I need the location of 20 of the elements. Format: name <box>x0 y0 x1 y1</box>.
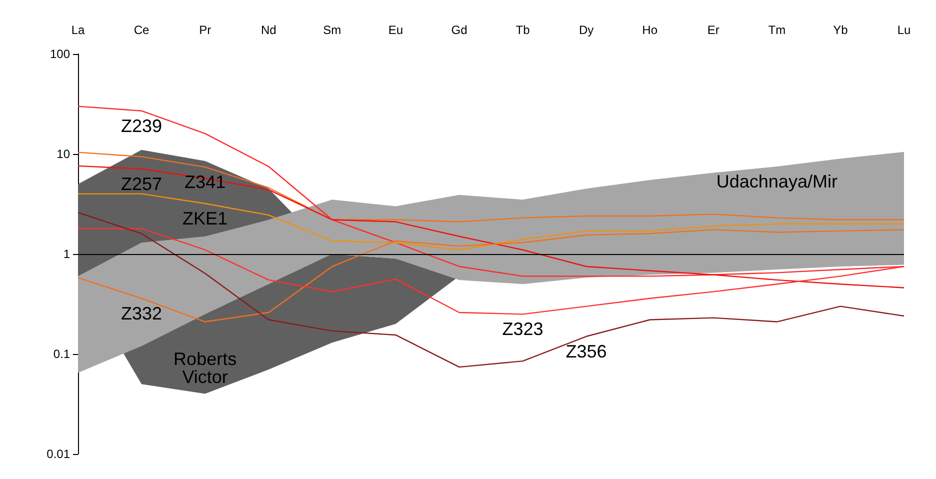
x-tick-label: Pr <box>199 23 212 37</box>
annotation: Z239 <box>121 116 162 136</box>
x-tick-label: Er <box>707 23 720 37</box>
x-tick-label: La <box>71 23 85 37</box>
x-tick-label: Lu <box>897 23 911 37</box>
x-tick-label: Dy <box>578 23 594 37</box>
x-tick-label: Tm <box>768 23 786 37</box>
y-tick-label: 10 <box>56 147 70 161</box>
x-tick-label: Sm <box>323 23 342 37</box>
y-tick-label: 0.01 <box>46 447 70 461</box>
x-tick-label: Gd <box>451 23 468 37</box>
x-tick-label: Eu <box>388 23 404 37</box>
y-tick-label: 100 <box>50 47 70 61</box>
x-tick-label: Tb <box>516 23 530 37</box>
y-tick-label: 0.1 <box>53 347 70 361</box>
x-tick-label: Yb <box>833 23 848 37</box>
x-tick-label: Ho <box>642 23 658 37</box>
x-tick-label: Ce <box>134 23 150 37</box>
x-tick-label: Nd <box>260 23 276 37</box>
y-tick-label: 1 <box>63 247 70 261</box>
